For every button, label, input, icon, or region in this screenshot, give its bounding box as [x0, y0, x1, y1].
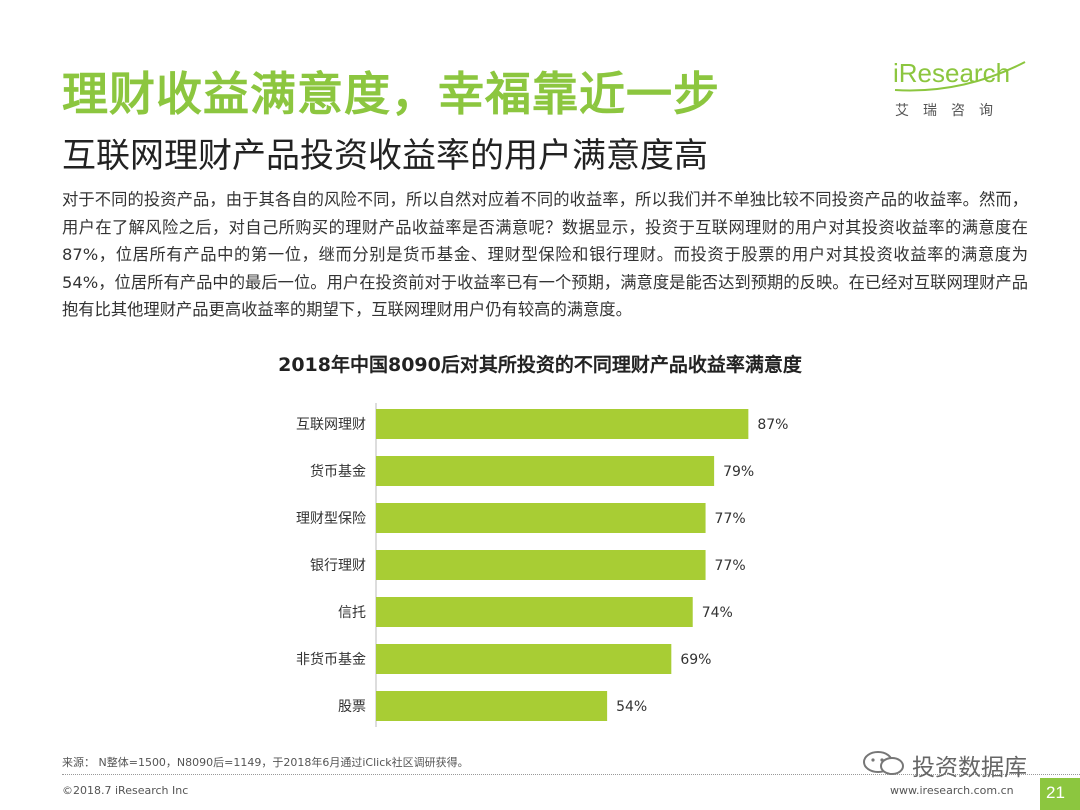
data-label: 54%: [616, 699, 647, 715]
source-note: 来源： N整体=1500，N8090后=1149，于2018年6月通过iClic…: [62, 756, 469, 769]
body-paragraph: 对于不同的投资产品，由于其各自的风险不同，所以自然对应着不同的收益率，所以我们并…: [62, 190, 1028, 319]
bar-4: [376, 597, 693, 627]
category-label: 非货币基金: [296, 651, 366, 668]
logo-subtext: 艾瑞咨询: [895, 103, 1007, 119]
bar-3: [376, 550, 706, 580]
logo-text: iResearch: [893, 58, 1011, 88]
category-label: 理财型保险: [296, 511, 366, 527]
iresearch-logo: iResearch 艾瑞咨询: [893, 58, 1033, 128]
page-number-tab: [1040, 778, 1080, 810]
data-label: 87%: [757, 417, 788, 433]
data-label: 77%: [715, 511, 746, 527]
bar-6: [376, 691, 608, 721]
category-label: 信托: [338, 605, 366, 621]
bar-1: [376, 456, 715, 486]
data-label: 69%: [680, 652, 711, 668]
satisfaction-bar-chart: 互联网理财 87% 货币基金 79% 理财型保险 77% 银行理财 77% 信托 74% 非货币基金…: [296, 403, 788, 727]
wechat-icon: [863, 751, 904, 775]
page-title: 理财收益满意度，幸福靠近一步: [62, 67, 720, 121]
watermark-text: 投资数据库: [912, 755, 1027, 781]
bar-5: [376, 644, 672, 674]
logo-swoosh-icon: [894, 61, 1026, 92]
footer-divider: [62, 774, 1080, 775]
page-subtitle: 互联网理财产品投资收益率的用户满意度高: [62, 136, 708, 176]
category-label: 互联网理财: [296, 417, 366, 433]
data-label: 79%: [723, 464, 754, 480]
category-label: 货币基金: [310, 463, 366, 480]
bar-0: [376, 409, 749, 439]
copyright-text: ©2018.7 iResearch Inc: [62, 784, 189, 797]
category-label: 银行理财: [310, 558, 366, 574]
page-number: 21: [1046, 783, 1065, 802]
wechat-watermark: 投资数据库: [862, 748, 1042, 781]
data-label: 74%: [702, 605, 733, 621]
chart-title: 2018年中国8090后对其所投资的不同理财产品收益率满意度: [278, 354, 802, 376]
bar-2: [376, 503, 706, 533]
data-label: 77%: [715, 558, 746, 574]
category-label: 股票: [338, 699, 366, 715]
website-link[interactable]: www.iresearch.com.cn: [890, 784, 1014, 797]
